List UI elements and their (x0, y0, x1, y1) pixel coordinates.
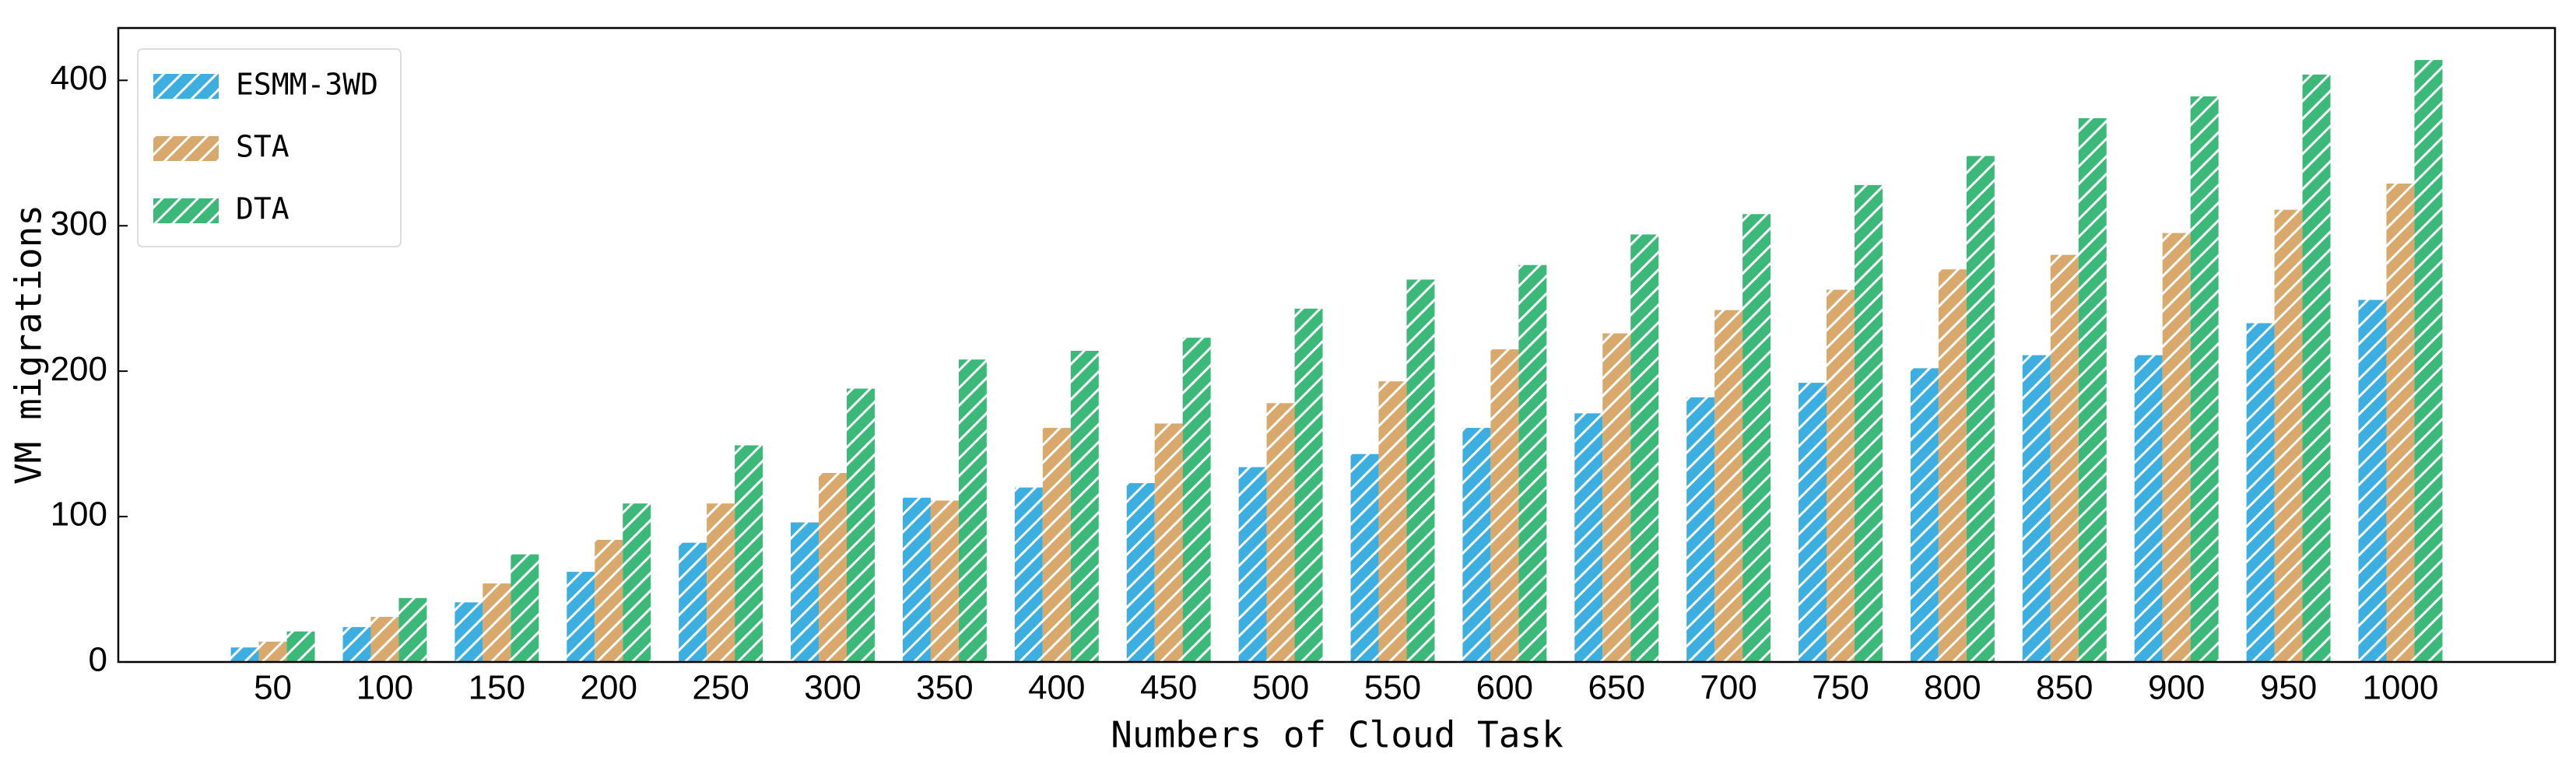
y-tick-label: 0 (89, 641, 107, 679)
x-tick-label: 350 (916, 669, 973, 707)
bar (595, 539, 623, 662)
bar (1182, 338, 1211, 662)
bar (1462, 428, 1491, 662)
bar (2302, 74, 2331, 662)
bar (258, 641, 287, 662)
bar (1490, 349, 1519, 662)
bar (2134, 355, 2163, 662)
x-tick-label: 600 (1476, 669, 1533, 707)
x-tick-label: 450 (1140, 669, 1197, 707)
bar (2162, 233, 2191, 662)
bar (2358, 299, 2387, 662)
x-tick-label: 400 (1028, 669, 1085, 707)
bar (398, 597, 427, 662)
bar (1742, 214, 1771, 662)
x-tick-label: 650 (1588, 669, 1645, 707)
x-tick-label: 700 (1700, 669, 1757, 707)
bar (1014, 487, 1043, 662)
bar (1406, 279, 1435, 662)
bar (930, 500, 959, 662)
bar (1378, 381, 1407, 662)
bar (1827, 289, 1855, 662)
bar (1714, 310, 1743, 662)
bar (1910, 368, 1939, 662)
plot-frame (117, 26, 2557, 664)
bar (370, 617, 399, 662)
bar (2078, 117, 2107, 662)
bar (1686, 397, 1715, 662)
bar (2246, 323, 2275, 662)
x-tick-label: 100 (356, 669, 413, 707)
legend-swatch (153, 74, 219, 99)
x-tick-label: 1000 (2362, 669, 2438, 707)
bar (1154, 423, 1183, 662)
x-axis-title: Numbers of Cloud Task (1111, 714, 1563, 756)
bar (1518, 264, 1547, 662)
bar (1938, 269, 1967, 662)
bar (1042, 428, 1071, 662)
y-axis-title: VM migrations (8, 205, 50, 485)
bar (707, 503, 735, 662)
x-tick-label: 800 (1924, 669, 1981, 707)
bar (1294, 308, 1323, 662)
x-tick-label: 900 (2148, 669, 2205, 707)
x-tick-label: 550 (1364, 669, 1421, 707)
bar (454, 602, 483, 662)
bar (819, 472, 847, 662)
bar (567, 572, 595, 662)
bar (2414, 60, 2443, 663)
bar (511, 554, 539, 662)
bar (2022, 355, 2051, 662)
x-tick-label: 250 (692, 669, 749, 707)
bar (791, 522, 819, 662)
bar (1602, 333, 1631, 662)
y-tick-label: 400 (51, 59, 107, 97)
legend-label: DTA (236, 192, 290, 226)
x-tick-label: 500 (1252, 669, 1309, 707)
bar (623, 503, 651, 662)
bar (1574, 413, 1603, 662)
bar (1799, 383, 1827, 662)
bar (1266, 403, 1295, 662)
bar (1126, 483, 1155, 662)
bar (1350, 454, 1379, 662)
bar (958, 359, 987, 662)
x-tick-label: 300 (804, 669, 861, 707)
bar (2190, 96, 2219, 662)
bar (230, 647, 259, 662)
x-tick-label: 200 (581, 669, 637, 707)
bar (679, 542, 707, 662)
bar (1238, 467, 1267, 662)
x-tick-label: 850 (2036, 669, 2093, 707)
bar (483, 583, 511, 662)
y-tick-label: 200 (51, 350, 107, 388)
bar (342, 627, 371, 662)
bar (735, 445, 763, 662)
bar (286, 631, 315, 662)
legend-swatch (153, 136, 219, 161)
legend-label: STA (236, 130, 290, 164)
x-tick-label: 150 (469, 669, 525, 707)
y-tick-label: 300 (51, 205, 107, 243)
bar (2274, 209, 2303, 662)
bar (1966, 156, 1995, 662)
x-tick-label: 750 (1812, 669, 1869, 707)
bar (1630, 234, 1659, 662)
x-tick-label: 50 (254, 669, 292, 707)
bar (902, 497, 931, 662)
bar (846, 388, 875, 662)
bar (2050, 254, 2079, 663)
bar (1070, 350, 1099, 662)
bar (2386, 184, 2415, 662)
bar (1854, 184, 1883, 662)
legend-label: ESMM-3WD (236, 68, 378, 102)
y-tick-label: 100 (51, 496, 107, 534)
x-tick-label: 950 (2260, 669, 2317, 707)
legend-swatch (153, 198, 219, 223)
